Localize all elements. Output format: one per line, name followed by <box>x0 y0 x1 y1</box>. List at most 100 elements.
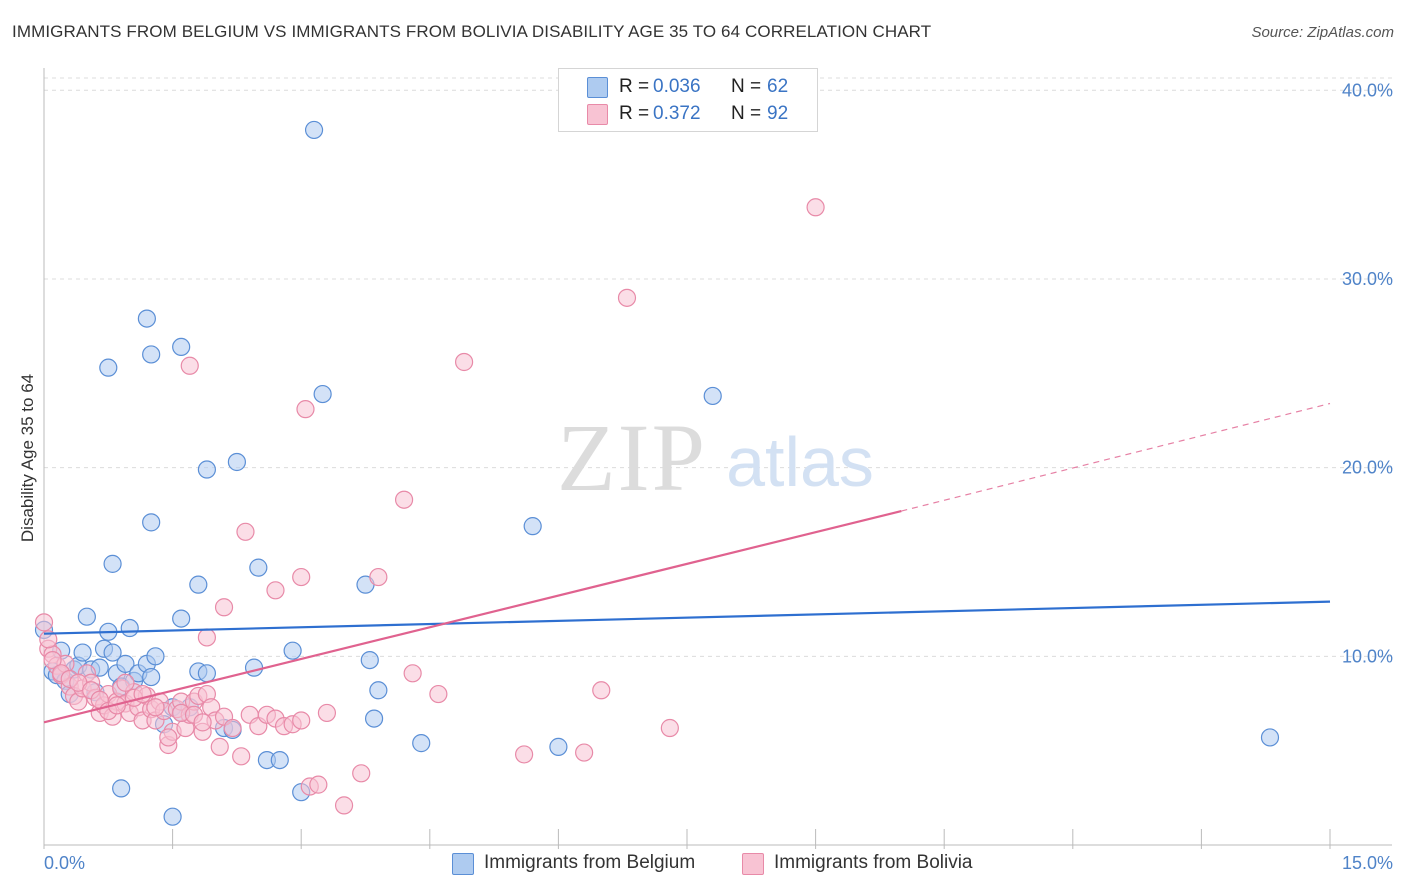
gridlines <box>44 77 1392 657</box>
correlation-legend: R = 0.036 N = 62 R = 0.372 N = 92 <box>558 68 818 132</box>
belgium-point <box>103 643 122 662</box>
belgium-point <box>1260 728 1280 747</box>
belgium-point <box>360 650 379 670</box>
bolivia-point <box>223 718 242 738</box>
bolivia-point <box>806 198 825 217</box>
bolivia-point <box>39 630 58 649</box>
bolivia-point <box>429 684 448 704</box>
belgium-point <box>77 607 96 626</box>
belgium-swatch <box>587 77 608 98</box>
belgium-point <box>523 517 542 536</box>
bolivia-point <box>309 775 328 794</box>
bolivia-point <box>210 737 229 756</box>
bolivia-point <box>193 713 212 732</box>
bolivia-point <box>232 747 251 766</box>
bolivia-point <box>394 490 414 509</box>
belgium-point <box>249 558 268 577</box>
bolivia-point <box>292 567 311 587</box>
belgium-point <box>137 309 156 328</box>
belgium-point <box>103 554 122 573</box>
belgium-point <box>703 386 722 406</box>
belgium-swatch <box>452 853 474 875</box>
x-tick-label: 15.0% <box>1342 853 1393 873</box>
bolivia-point <box>159 728 178 747</box>
belgium-point <box>116 654 135 673</box>
belgium-point <box>142 667 161 687</box>
r-label: R = <box>619 76 650 97</box>
bolivia-trendline <box>43 509 902 724</box>
axes <box>43 68 1392 849</box>
belgium-trendline <box>43 600 1331 635</box>
bolivia-point <box>369 567 388 587</box>
belgium-point <box>172 337 191 356</box>
belgium-point <box>73 643 92 662</box>
watermark: ZIP atlas <box>557 404 874 511</box>
belgium-point <box>549 737 568 756</box>
trendlines <box>43 402 1331 724</box>
bolivia-point <box>116 673 135 692</box>
bolivia-point <box>515 745 534 764</box>
bolivia-point <box>214 598 234 617</box>
belgium-point <box>146 647 165 666</box>
bolivia-point <box>575 743 594 762</box>
n-value: 92 <box>767 103 789 124</box>
bolivia-point <box>236 522 255 541</box>
r-value: 0.036 <box>653 76 701 97</box>
series-legend: Immigrants from Belgium Immigrants from … <box>0 852 1406 878</box>
legend-label-bolivia: Immigrants from Bolivia <box>774 852 973 873</box>
bolivia-point <box>592 681 611 700</box>
bolivia-point <box>317 703 337 723</box>
belgium-point <box>227 452 246 472</box>
y-tick-label: 30.0% <box>1342 269 1393 289</box>
legend-label-belgium: Immigrants from Belgium <box>484 852 696 873</box>
belgium-point <box>99 358 118 377</box>
y-tick-label: 10.0% <box>1342 646 1393 666</box>
watermark-zip: ZIP <box>557 404 707 511</box>
bolivia-point <box>43 650 62 670</box>
bolivia-point <box>292 711 311 730</box>
belgium-point <box>120 618 139 638</box>
watermark-atlas: atlas <box>726 423 874 501</box>
bolivia-trendline-extension <box>901 402 1331 512</box>
bolivia-point <box>334 796 354 815</box>
belgium-point <box>142 513 161 532</box>
bolivia-point <box>454 352 474 372</box>
n-label: N = <box>731 76 762 97</box>
x-tick-label: 0.0% <box>44 853 85 873</box>
belgium-point <box>369 681 388 700</box>
belgium-point <box>364 709 384 728</box>
belgium-point <box>244 658 264 677</box>
belgium-point <box>197 460 216 479</box>
bolivia-point <box>146 698 165 717</box>
r-label: R = <box>619 103 650 124</box>
bolivia-point <box>660 718 679 738</box>
source-label: Source: ZipAtlas.com <box>1251 24 1394 41</box>
n-label: N = <box>731 103 762 124</box>
belgium-point <box>112 779 131 798</box>
belgium-point <box>283 641 302 660</box>
bolivia-point <box>180 356 199 375</box>
belgium-point <box>197 664 216 683</box>
bolivia-point <box>352 764 371 783</box>
bolivia-point <box>617 288 637 307</box>
n-value: 62 <box>767 76 789 97</box>
belgium-point <box>142 345 161 364</box>
tick-labels: 10.0% 20.0% 30.0% 40.0% 0.0% 15.0% <box>44 80 1393 873</box>
bolivia-swatch <box>587 104 608 125</box>
bolivia-swatch <box>742 853 764 875</box>
r-value: 0.372 <box>653 103 701 124</box>
belgium-point <box>412 734 431 753</box>
bolivia-point <box>403 664 422 683</box>
y-tick-label: 20.0% <box>1342 458 1393 478</box>
belgium-point <box>163 807 182 826</box>
belgium-point <box>172 609 191 628</box>
belgium-point <box>189 575 208 594</box>
bolivia-point <box>296 400 315 419</box>
belgium-point <box>304 120 324 140</box>
chart-title: IMMIGRANTS FROM BELGIUM VS IMMIGRANTS FR… <box>12 22 932 41</box>
bolivia-point <box>197 628 216 647</box>
y-tick-label: 40.0% <box>1342 80 1393 100</box>
belgium-point <box>313 384 332 404</box>
bolivia-point <box>266 581 285 600</box>
